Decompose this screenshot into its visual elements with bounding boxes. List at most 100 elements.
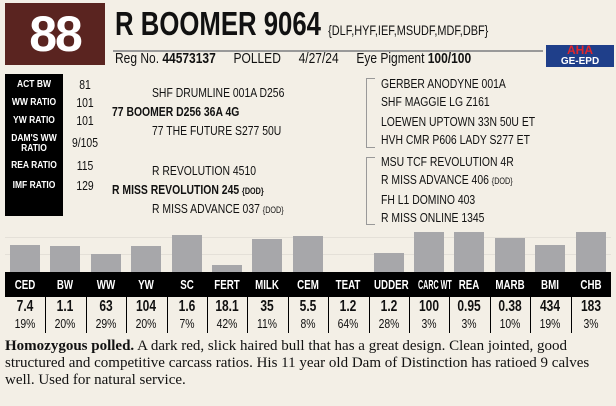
column-divider [126, 297, 128, 333]
epd-trait: BMI [541, 277, 560, 292]
polled-status: POLLED [233, 50, 281, 67]
epd-value: 434 [540, 298, 561, 315]
epd-trait: CARC WT [418, 277, 452, 292]
stat-value: 101 [76, 113, 94, 128]
percentile-bar [252, 238, 283, 272]
defect-codes: {DLF,HYF,IEF,MSUDF,MDF,DBF} [328, 22, 489, 38]
column-divider [328, 297, 330, 333]
reg-wrap: Reg No. 44573137 [115, 50, 216, 67]
dam: R MISS REVOLUTION 245 {DOD} [112, 182, 264, 199]
epd-percentile: 3% [583, 316, 599, 331]
stats-panel [5, 74, 63, 216]
stat-label: WW RATIO [11, 97, 57, 108]
sire: 77 BOOMER D256 36A 4G [112, 104, 240, 119]
animal-name: R BOOMER 9064 {DLF,HYF,IEF,MSUDF,MDF,DBF… [115, 2, 488, 52]
bracket [366, 78, 375, 148]
gg-1: GERBER ANODYNE 001A [381, 76, 506, 91]
epd-percentile: 29% [95, 316, 117, 331]
percentile-bar [212, 264, 242, 272]
stat-value: 81 [79, 77, 91, 92]
epd-trait: BW [57, 277, 74, 292]
epd-trait: CEM [296, 277, 319, 292]
column-divider [85, 297, 87, 333]
epd-value: 0.95 [457, 298, 482, 315]
column-divider [207, 297, 208, 333]
description-bold: Homozygous polled. [5, 338, 135, 354]
epd-value: 1.6 [178, 298, 195, 315]
epd-value: 5.5 [299, 298, 317, 315]
epd-percentile: 28% [378, 316, 400, 331]
epd-percentile: 19% [539, 316, 561, 331]
column-divider [409, 297, 410, 333]
epd-trait: FERT [214, 277, 240, 292]
epd-trait: MARB [495, 277, 525, 292]
epd-percentile: 64% [337, 316, 359, 331]
epd-percentile: 19% [14, 316, 36, 331]
epd-percentile: 7% [179, 316, 195, 331]
epd-percentile: 42% [216, 316, 238, 331]
stat-value: 101 [76, 95, 94, 110]
percentile-bar [535, 245, 566, 272]
bracket [366, 157, 375, 225]
epd-value: 63 [99, 298, 113, 315]
stat-label: ACT BW [16, 79, 51, 90]
percentile-bar [454, 232, 485, 272]
epd-value: 35 [260, 298, 275, 315]
birth-date: 4/27/24 [298, 50, 339, 67]
eye-label: Eye Pigment [356, 50, 425, 67]
stat-label: IMF RATIO [12, 180, 56, 191]
divider [113, 50, 543, 52]
epd-percentile: 8% [300, 316, 316, 331]
epd-percentile: 20% [135, 316, 157, 331]
dam-sire: R REVOLUTION 4510 [152, 163, 257, 178]
gg-6-tag: {DOD} [491, 176, 513, 186]
column-divider [489, 297, 491, 333]
percentile-bar [131, 246, 162, 272]
epd-trait: WW [96, 277, 115, 292]
aha-ge-epd-logo: AHA GE-EPD [546, 44, 614, 67]
stat-value: 115 [76, 158, 94, 173]
epd-trait: MILK [255, 277, 280, 292]
epd-percentile: 20% [54, 316, 76, 331]
percentile-bar [575, 232, 606, 272]
stat-value: 9/105 [71, 135, 99, 150]
gg-2: SHF MAGGIE LG Z161 [381, 94, 490, 109]
column-divider [449, 297, 451, 333]
column-divider [166, 297, 168, 333]
epd-value: 183 [580, 298, 601, 315]
gg-3: LOEWEN UPTOWN 33N 50U ET [381, 114, 536, 129]
gg-7: FH L1 DOMINO 403 [381, 192, 476, 207]
percentile-bar [50, 246, 81, 272]
description-text: A dark red, slick haired bull that has a… [5, 338, 590, 388]
stat-label: YW RATIO [13, 115, 55, 126]
epd-percentile: 11% [257, 316, 278, 331]
epd-value: 0.38 [498, 298, 522, 315]
column-divider [570, 297, 572, 333]
epd-trait: CED [14, 277, 36, 292]
eye-wrap: Eye Pigment 100/100 [356, 50, 471, 67]
percentile-bar [171, 235, 202, 272]
percentile-bar [10, 245, 40, 272]
dam-name: R MISS REVOLUTION 245 [112, 182, 240, 197]
description: Homozygous polled. A dark red, slick hai… [5, 338, 615, 389]
percentile-bar [292, 236, 323, 272]
gg-8: R MISS ONLINE 1345 [381, 210, 485, 225]
lot-number: 88 [5, 3, 105, 65]
gg-5: MSU TCF REVOLUTION 4R [381, 154, 514, 169]
reg-label: Reg No. [115, 50, 160, 67]
epd-trait: REA [459, 277, 480, 292]
dam-tag: {DOD} [242, 186, 264, 196]
registration-line: Reg No. 44573137 POLLED 4/27/24 Eye Pigm… [115, 51, 486, 67]
gg-6-name: R MISS ADVANCE 406 [381, 172, 489, 187]
epd-trait: CHB [580, 277, 602, 292]
epd-value: 1.2 [380, 298, 397, 315]
dam-dam-tag: {DOD} [262, 205, 284, 215]
gg-6: R MISS ADVANCE 406 {DOD} [381, 172, 513, 189]
epd-value: 104 [136, 298, 157, 315]
epd-value: 1.2 [339, 298, 357, 315]
percentile-bar [90, 253, 121, 272]
column-divider [247, 297, 249, 333]
percentile-bar [373, 252, 404, 272]
column-divider [368, 297, 370, 333]
gg-4: HVH CMR P606 LADY S277 ET [381, 132, 530, 147]
